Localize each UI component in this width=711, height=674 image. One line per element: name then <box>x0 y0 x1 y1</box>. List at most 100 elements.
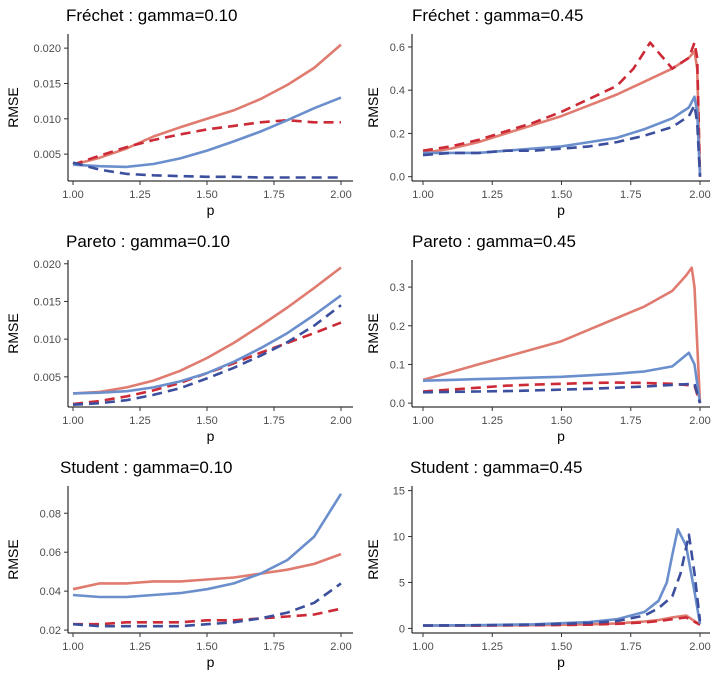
panel-title: Student : gamma=0.10 <box>60 458 232 477</box>
series-line-solid-3 <box>422 351 702 404</box>
y-tick-label: 0.015 <box>33 296 61 308</box>
y-tick-label: 15 <box>393 486 405 498</box>
x-tick-label: 1.25 <box>129 641 150 653</box>
y-tick-label: 10 <box>393 532 405 544</box>
y-tick-label: 0.2 <box>390 321 405 333</box>
y-tick-label: 5 <box>399 577 405 589</box>
x-tick-label: 2.00 <box>689 415 710 427</box>
y-tick-label: 0.005 <box>33 372 61 384</box>
x-tick-label: 1.75 <box>263 641 284 653</box>
x-tick-label: 1.75 <box>263 189 284 201</box>
y-tick-label: 0.005 <box>33 149 61 161</box>
series-line-solid-3 <box>423 95 702 177</box>
y-tick-label: 0.2 <box>390 128 405 140</box>
panel-4: Pareto : gamma=0.45 1.00 1.25 1.50 1.75 2.00 0… <box>365 232 711 444</box>
x-axis-label: p <box>207 428 215 444</box>
series-line-solid-3 <box>72 294 342 395</box>
x-axis-label: p <box>557 428 565 444</box>
series-line-dashed-4 <box>72 582 342 628</box>
panel-2: Fréchet : gamma=0.45 1.00 1.25 1.50 1.75 2.00… <box>365 6 711 218</box>
x-tick-label: 2.00 <box>689 641 710 653</box>
panel-3: Pareto : gamma=0.10 1.00 1.25 1.50 1.75 2.00 0… <box>5 232 353 444</box>
y-axis-label: RMSE <box>5 539 21 579</box>
x-tick-label: 1.50 <box>551 641 572 653</box>
y-axis-label: RMSE <box>5 87 21 127</box>
panel-1: Fréchet : gamma=0.10 1.00 1.25 1.50 1.75 2.00… <box>5 6 353 218</box>
x-tick-label: 1.75 <box>620 415 641 427</box>
x-tick-label: 1.75 <box>620 189 641 201</box>
series-line-solid-1 <box>72 552 342 591</box>
y-tick-label: 0.015 <box>33 78 61 90</box>
series-line-dashed-4 <box>422 533 702 627</box>
x-tick-label: 1.25 <box>482 415 503 427</box>
x-tick-label: 1.50 <box>196 641 217 653</box>
x-tick-label: 2.00 <box>330 189 351 201</box>
series-line-solid-3 <box>72 96 342 169</box>
x-tick-label: 2.00 <box>330 415 351 427</box>
series-line-solid-3 <box>72 493 343 599</box>
y-tick-label: 0 <box>399 623 405 635</box>
x-tick-label: 1.50 <box>196 415 217 427</box>
series-line-dashed-4 <box>72 161 341 179</box>
x-tick-label: 1.25 <box>129 415 150 427</box>
y-axis-label: RMSE <box>5 313 21 353</box>
series-line-dashed-2 <box>422 41 702 177</box>
y-tick-label: 0.1 <box>390 359 405 371</box>
series-line-dashed-4 <box>72 304 342 406</box>
panel-6: Student : gamma=0.45 1.00 1.25 1.50 1.75 2.00… <box>365 458 711 670</box>
series-line-dashed-4 <box>422 104 702 177</box>
x-tick-label: 1.25 <box>482 641 503 653</box>
x-axis-label: p <box>557 654 565 670</box>
series-line-dashed-2 <box>73 607 342 626</box>
x-axis-label: p <box>207 202 215 218</box>
x-tick-label: 1.50 <box>551 189 572 201</box>
panel-title: Pareto : gamma=0.45 <box>412 232 576 251</box>
series-line-solid-1 <box>72 43 342 166</box>
series-line-solid-3 <box>422 527 702 627</box>
x-axis-label: p <box>207 654 215 670</box>
x-tick-label: 1.25 <box>129 189 150 201</box>
y-tick-label: 0.0 <box>390 172 405 184</box>
y-tick-label: 0.06 <box>40 547 61 559</box>
x-tick-label: 1.75 <box>263 415 284 427</box>
panel-5: Student : gamma=0.10 1.00 1.25 1.50 1.75 2.00… <box>5 458 353 670</box>
series-line-solid-1 <box>72 266 342 395</box>
series-line-dashed-4 <box>422 382 702 404</box>
x-tick-label: 1.50 <box>196 189 217 201</box>
x-tick-label: 1.00 <box>62 189 83 201</box>
y-tick-label: 0.010 <box>33 114 61 126</box>
y-tick-label: 0.3 <box>390 282 405 294</box>
panel-title: Fréchet : gamma=0.45 <box>412 6 584 25</box>
panel-title: Pareto : gamma=0.10 <box>66 232 230 251</box>
y-tick-label: 0.0 <box>390 398 405 410</box>
series-line-dashed-2 <box>72 118 341 166</box>
panel-title: Student : gamma=0.45 <box>410 458 582 477</box>
x-tick-label: 2.00 <box>330 641 351 653</box>
x-tick-label: 1.75 <box>620 641 641 653</box>
x-tick-label: 1.00 <box>412 415 433 427</box>
panel-title: Fréchet : gamma=0.10 <box>66 6 238 25</box>
series-line-dashed-2 <box>422 381 702 404</box>
y-tick-label: 0.4 <box>390 85 405 97</box>
y-axis-label: RMSE <box>365 87 381 127</box>
y-tick-label: 0.6 <box>390 42 405 54</box>
y-axis-label: RMSE <box>365 313 381 353</box>
y-tick-label: 0.010 <box>33 334 61 346</box>
x-tick-label: 1.50 <box>551 415 572 427</box>
x-tick-label: 1.00 <box>412 189 433 201</box>
x-tick-label: 2.00 <box>689 189 710 201</box>
series-line-solid-1 <box>422 266 702 404</box>
y-tick-label: 0.04 <box>40 586 61 598</box>
y-axis-label: RMSE <box>365 539 381 579</box>
x-tick-label: 1.00 <box>62 415 83 427</box>
y-tick-label: 0.08 <box>40 508 61 520</box>
y-tick-label: 0.020 <box>33 259 61 271</box>
x-tick-label: 1.00 <box>412 641 433 653</box>
series-line-solid-1 <box>422 49 702 177</box>
y-tick-label: 0.020 <box>33 43 61 55</box>
x-tick-label: 1.25 <box>482 189 503 201</box>
x-tick-label: 1.00 <box>62 641 83 653</box>
x-axis-label: p <box>557 202 565 218</box>
y-tick-label: 0.02 <box>40 625 61 637</box>
